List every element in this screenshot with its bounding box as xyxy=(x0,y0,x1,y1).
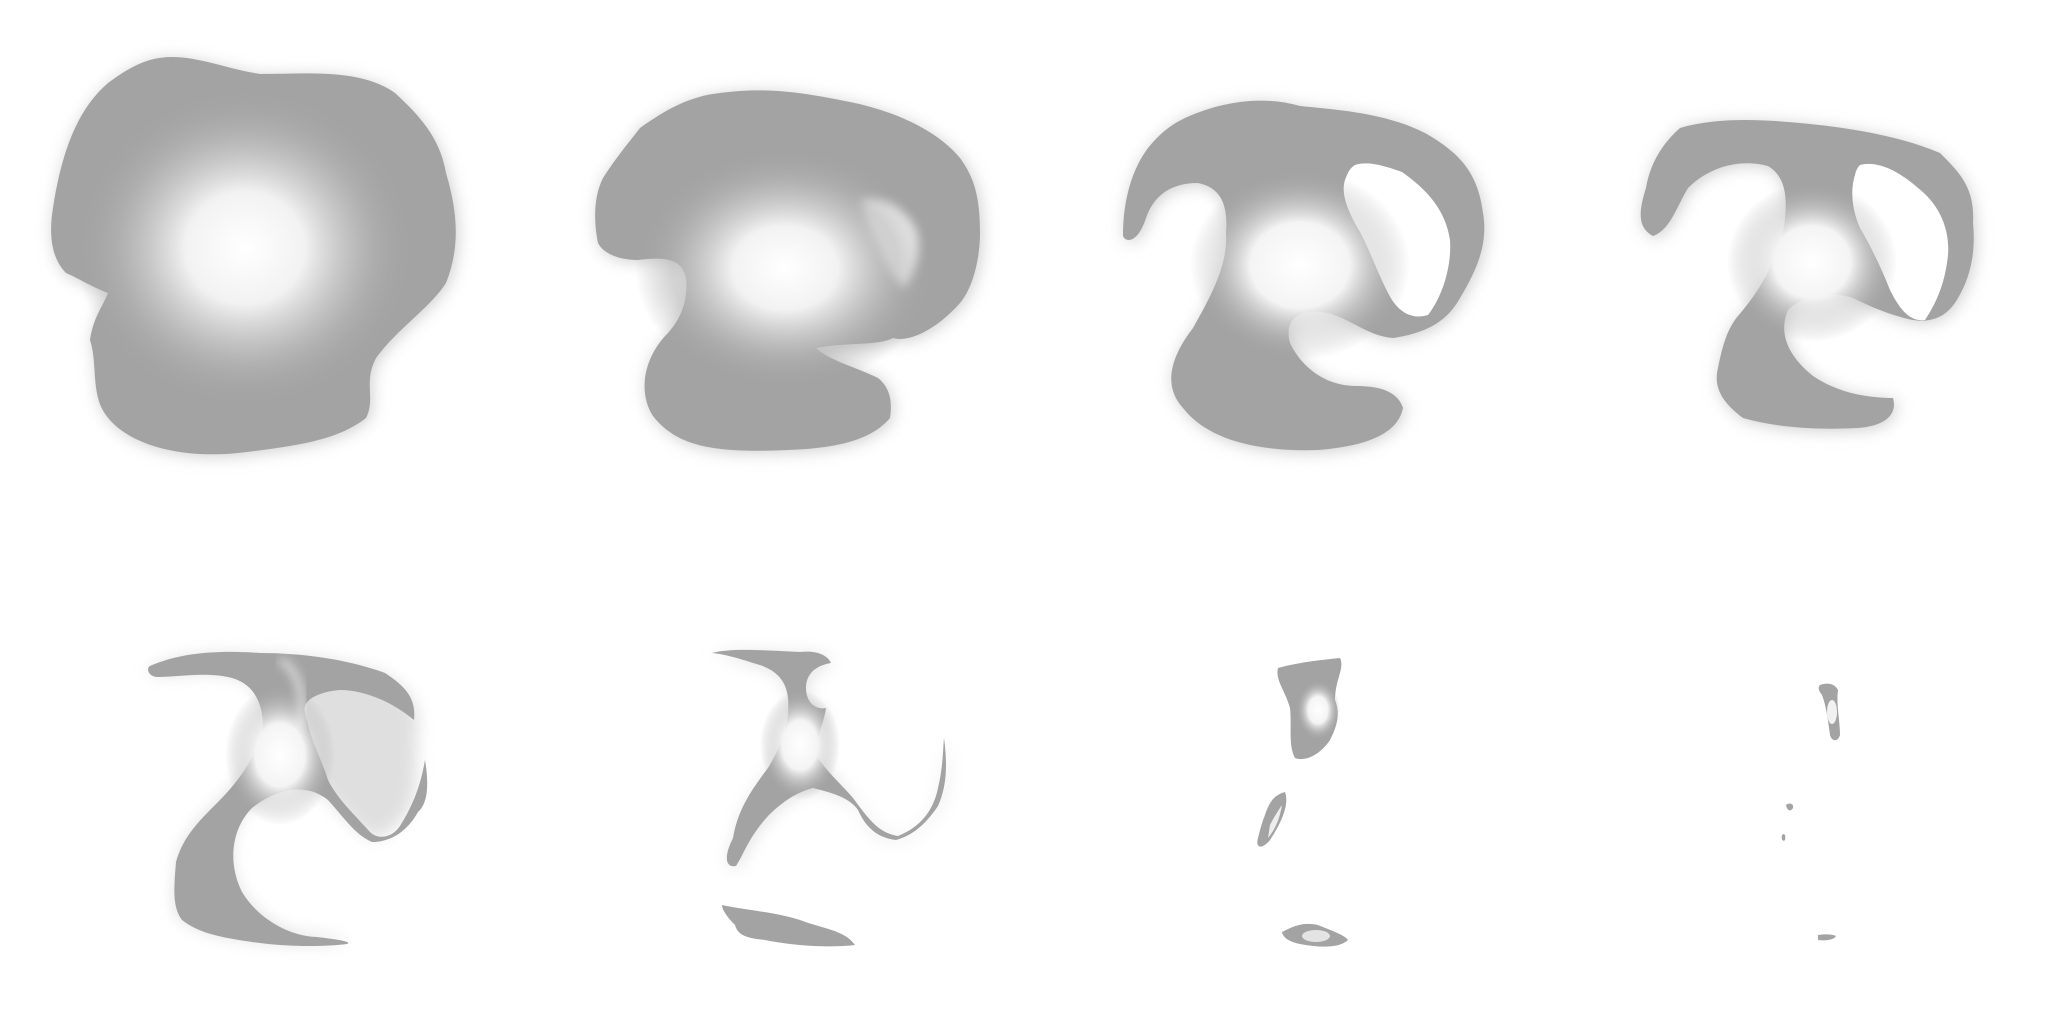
stage-1-blob xyxy=(51,57,458,457)
stage-6-skeleton xyxy=(712,649,948,947)
stage-8-fragments xyxy=(1781,683,1840,941)
stage-3-blob xyxy=(1123,100,1487,453)
stage-2-blob xyxy=(595,90,982,453)
stage-5-skeleton xyxy=(148,651,428,947)
stage-7-fragments xyxy=(1257,658,1348,947)
stage-4-blob xyxy=(1640,120,1976,431)
